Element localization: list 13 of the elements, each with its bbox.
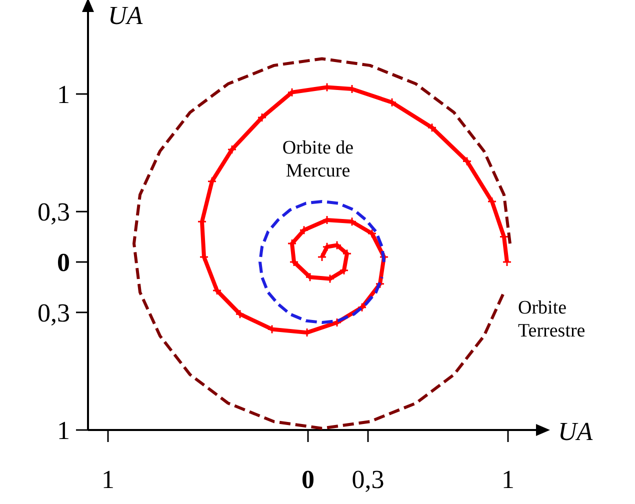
x-tick-label: 1: [502, 465, 514, 494]
series-label: Orbite Terrestre: [518, 298, 586, 342]
y-axis-title: UA: [108, 1, 143, 30]
x-tick-label: 0: [302, 465, 314, 494]
x-axis-title: UA: [558, 417, 593, 446]
y-tick-label: 0,3: [38, 198, 70, 227]
x-tick-label: 1: [102, 465, 114, 494]
y-tick-label: 1: [57, 416, 70, 445]
series-label: Orbite de Mercure: [282, 138, 354, 182]
y-tick-label: 0: [57, 248, 70, 277]
x-tick-label: 0,3: [352, 465, 384, 494]
y-tick-label: 1: [57, 80, 70, 109]
y-tick-label: 0,3: [38, 298, 70, 328]
